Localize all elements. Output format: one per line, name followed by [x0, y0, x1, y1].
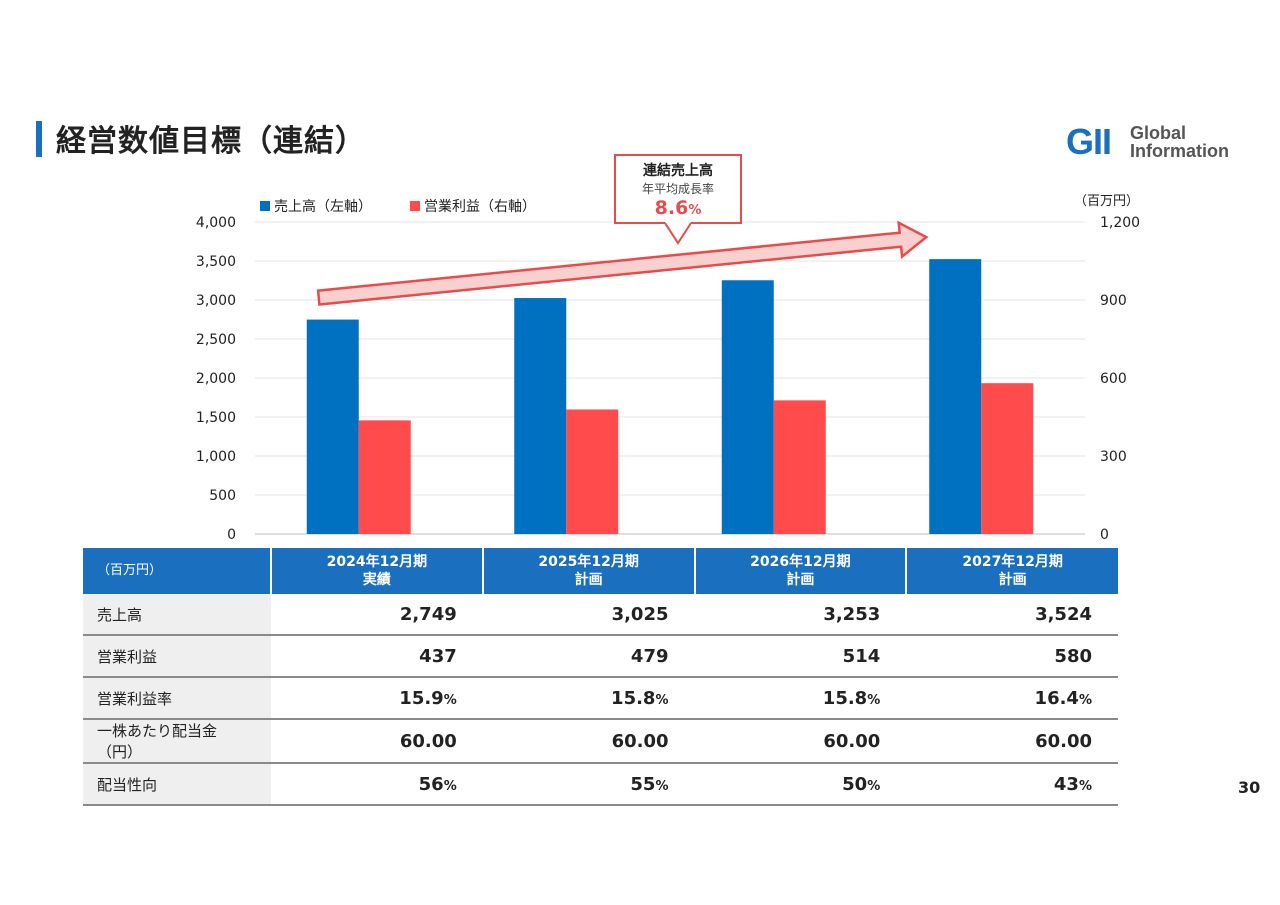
- row-label: 営業利益: [83, 635, 271, 678]
- callout-value: 8.6%: [616, 197, 740, 219]
- table-cell: 15.8%: [482, 677, 695, 720]
- table-cell: 15.8%: [694, 677, 907, 720]
- table-row: 売上高 2,749 3,025 3,253 3,524: [83, 594, 1118, 636]
- table-unit-label: （百万円）: [83, 548, 271, 594]
- left-axis-tick-label: 1,000: [196, 449, 236, 465]
- left-axis-tick-label: 2,000: [196, 371, 236, 387]
- table-cell: 55%: [482, 763, 695, 806]
- table-cell: 60.00: [271, 719, 483, 764]
- table-cell: 2,749: [271, 594, 483, 636]
- table-cell: 16.4%: [906, 677, 1118, 720]
- bar-operating-profit: [566, 409, 619, 534]
- table-cell: 56%: [271, 763, 483, 806]
- table-row: 営業利益率 15.9% 15.8% 15.8% 16.4%: [83, 677, 1118, 720]
- growth-arrow: [316, 220, 929, 306]
- legend-item-sales: 売上高（左軸）: [260, 196, 372, 216]
- table-cell: 60.00: [906, 719, 1118, 764]
- title-accent-bar: [36, 121, 42, 157]
- callout-title: 連結売上高: [643, 163, 713, 179]
- cagr-callout: 連結売上高 年平均成長率 8.6%: [614, 154, 742, 224]
- logo-mark: GII: [1066, 121, 1112, 162]
- table-cell: 60.00: [694, 719, 907, 764]
- right-axis-tick-label: 300: [1100, 449, 1127, 465]
- table-cell: 3,025: [482, 594, 695, 636]
- left-axis-tick-label: 3,500: [196, 254, 236, 270]
- left-axis-tick-label: 0: [227, 527, 236, 543]
- table-cell: 479: [482, 635, 695, 678]
- legend-swatch-profit: [410, 201, 420, 211]
- table-cell: 514: [694, 635, 907, 678]
- table-cell: 60.00: [482, 719, 695, 764]
- table-cell: 43%: [906, 763, 1118, 806]
- bar-sales: [721, 280, 774, 534]
- bar-operating-profit: [358, 420, 411, 534]
- callout-unit: %: [688, 203, 702, 218]
- callout-subtitle: 年平均成長率: [641, 182, 714, 196]
- bar-sales: [514, 298, 567, 534]
- bar-sales: [306, 319, 359, 534]
- left-axis-tick-label: 500: [209, 488, 236, 504]
- financial-targets-table: （百万円） 2024年12月期 実績 2025年12月期 計画 2026年12月期計…: [83, 548, 1118, 806]
- legend-label-profit: 営業利益（右軸）: [424, 199, 536, 215]
- callout-pointer: [665, 222, 692, 245]
- right-axis-unit: （百万円）: [1074, 194, 1140, 209]
- left-axis-tick-label: 2,500: [196, 332, 236, 348]
- row-label: 売上高: [83, 594, 271, 636]
- sales-profit-chart: 0 500 1,000 1,500 2,000 2,500 3,000 3,500 4,000 0…: [196, 215, 1140, 543]
- logo-line2: Information: [1130, 141, 1229, 161]
- right-axis-tick-label: 0: [1100, 527, 1109, 543]
- bar-operating-profit: [773, 400, 826, 534]
- table-cell: 580: [906, 635, 1118, 678]
- column-header: 2026年12月期 計画: [693, 548, 907, 594]
- left-axis-tick-label: 4,000: [196, 215, 236, 231]
- table-cell: 3,253: [694, 594, 907, 636]
- table-row: 一株あたり配当金（円） 60.00 60.00 60.00 60.00: [83, 719, 1118, 764]
- table-row: 配当性向 56% 55% 50% 43%: [83, 763, 1118, 806]
- right-axis-tick-label: 1,200: [1100, 215, 1140, 231]
- bar-sales: [929, 259, 982, 534]
- bar-operating-profit: [981, 383, 1034, 534]
- company-logo: GII Global Information: [1066, 121, 1238, 162]
- legend-item-profit: 営業利益（右軸）: [410, 196, 536, 216]
- column-header: 2025年12月期 計画: [481, 548, 695, 594]
- row-label: 一株あたり配当金（円）: [83, 719, 271, 764]
- page-number: 30: [1238, 778, 1261, 797]
- table-header-row: （百万円） 2024年12月期 実績 2025年12月期 計画 2026年12月期計…: [83, 548, 1118, 594]
- table-cell: 50%: [694, 763, 907, 806]
- row-label: 営業利益率: [83, 677, 271, 720]
- table-cell: 437: [271, 635, 483, 678]
- right-axis-tick-label: 600: [1100, 371, 1127, 387]
- table-row: 営業利益 437 479 514 580: [83, 635, 1118, 678]
- row-label: 配当性向: [83, 763, 271, 806]
- right-axis-tick-label: 900: [1100, 293, 1127, 309]
- column-header: 2027年12月期 計画: [905, 548, 1118, 594]
- left-axis-tick-label: 1,500: [196, 410, 236, 426]
- logo-line1: Global: [1130, 123, 1187, 143]
- legend-label-sales: 売上高（左軸）: [274, 199, 372, 215]
- legend-swatch-sales: [260, 201, 270, 211]
- table-cell: 3,524: [906, 594, 1118, 636]
- column-header: 2024年12月期 実績: [270, 548, 483, 594]
- left-axis-tick-label: 3,000: [196, 293, 236, 309]
- callout-number: 8.6: [654, 197, 689, 219]
- page-title: 経営数値目標（連結）: [56, 124, 366, 159]
- table-cell: 15.9%: [271, 677, 483, 720]
